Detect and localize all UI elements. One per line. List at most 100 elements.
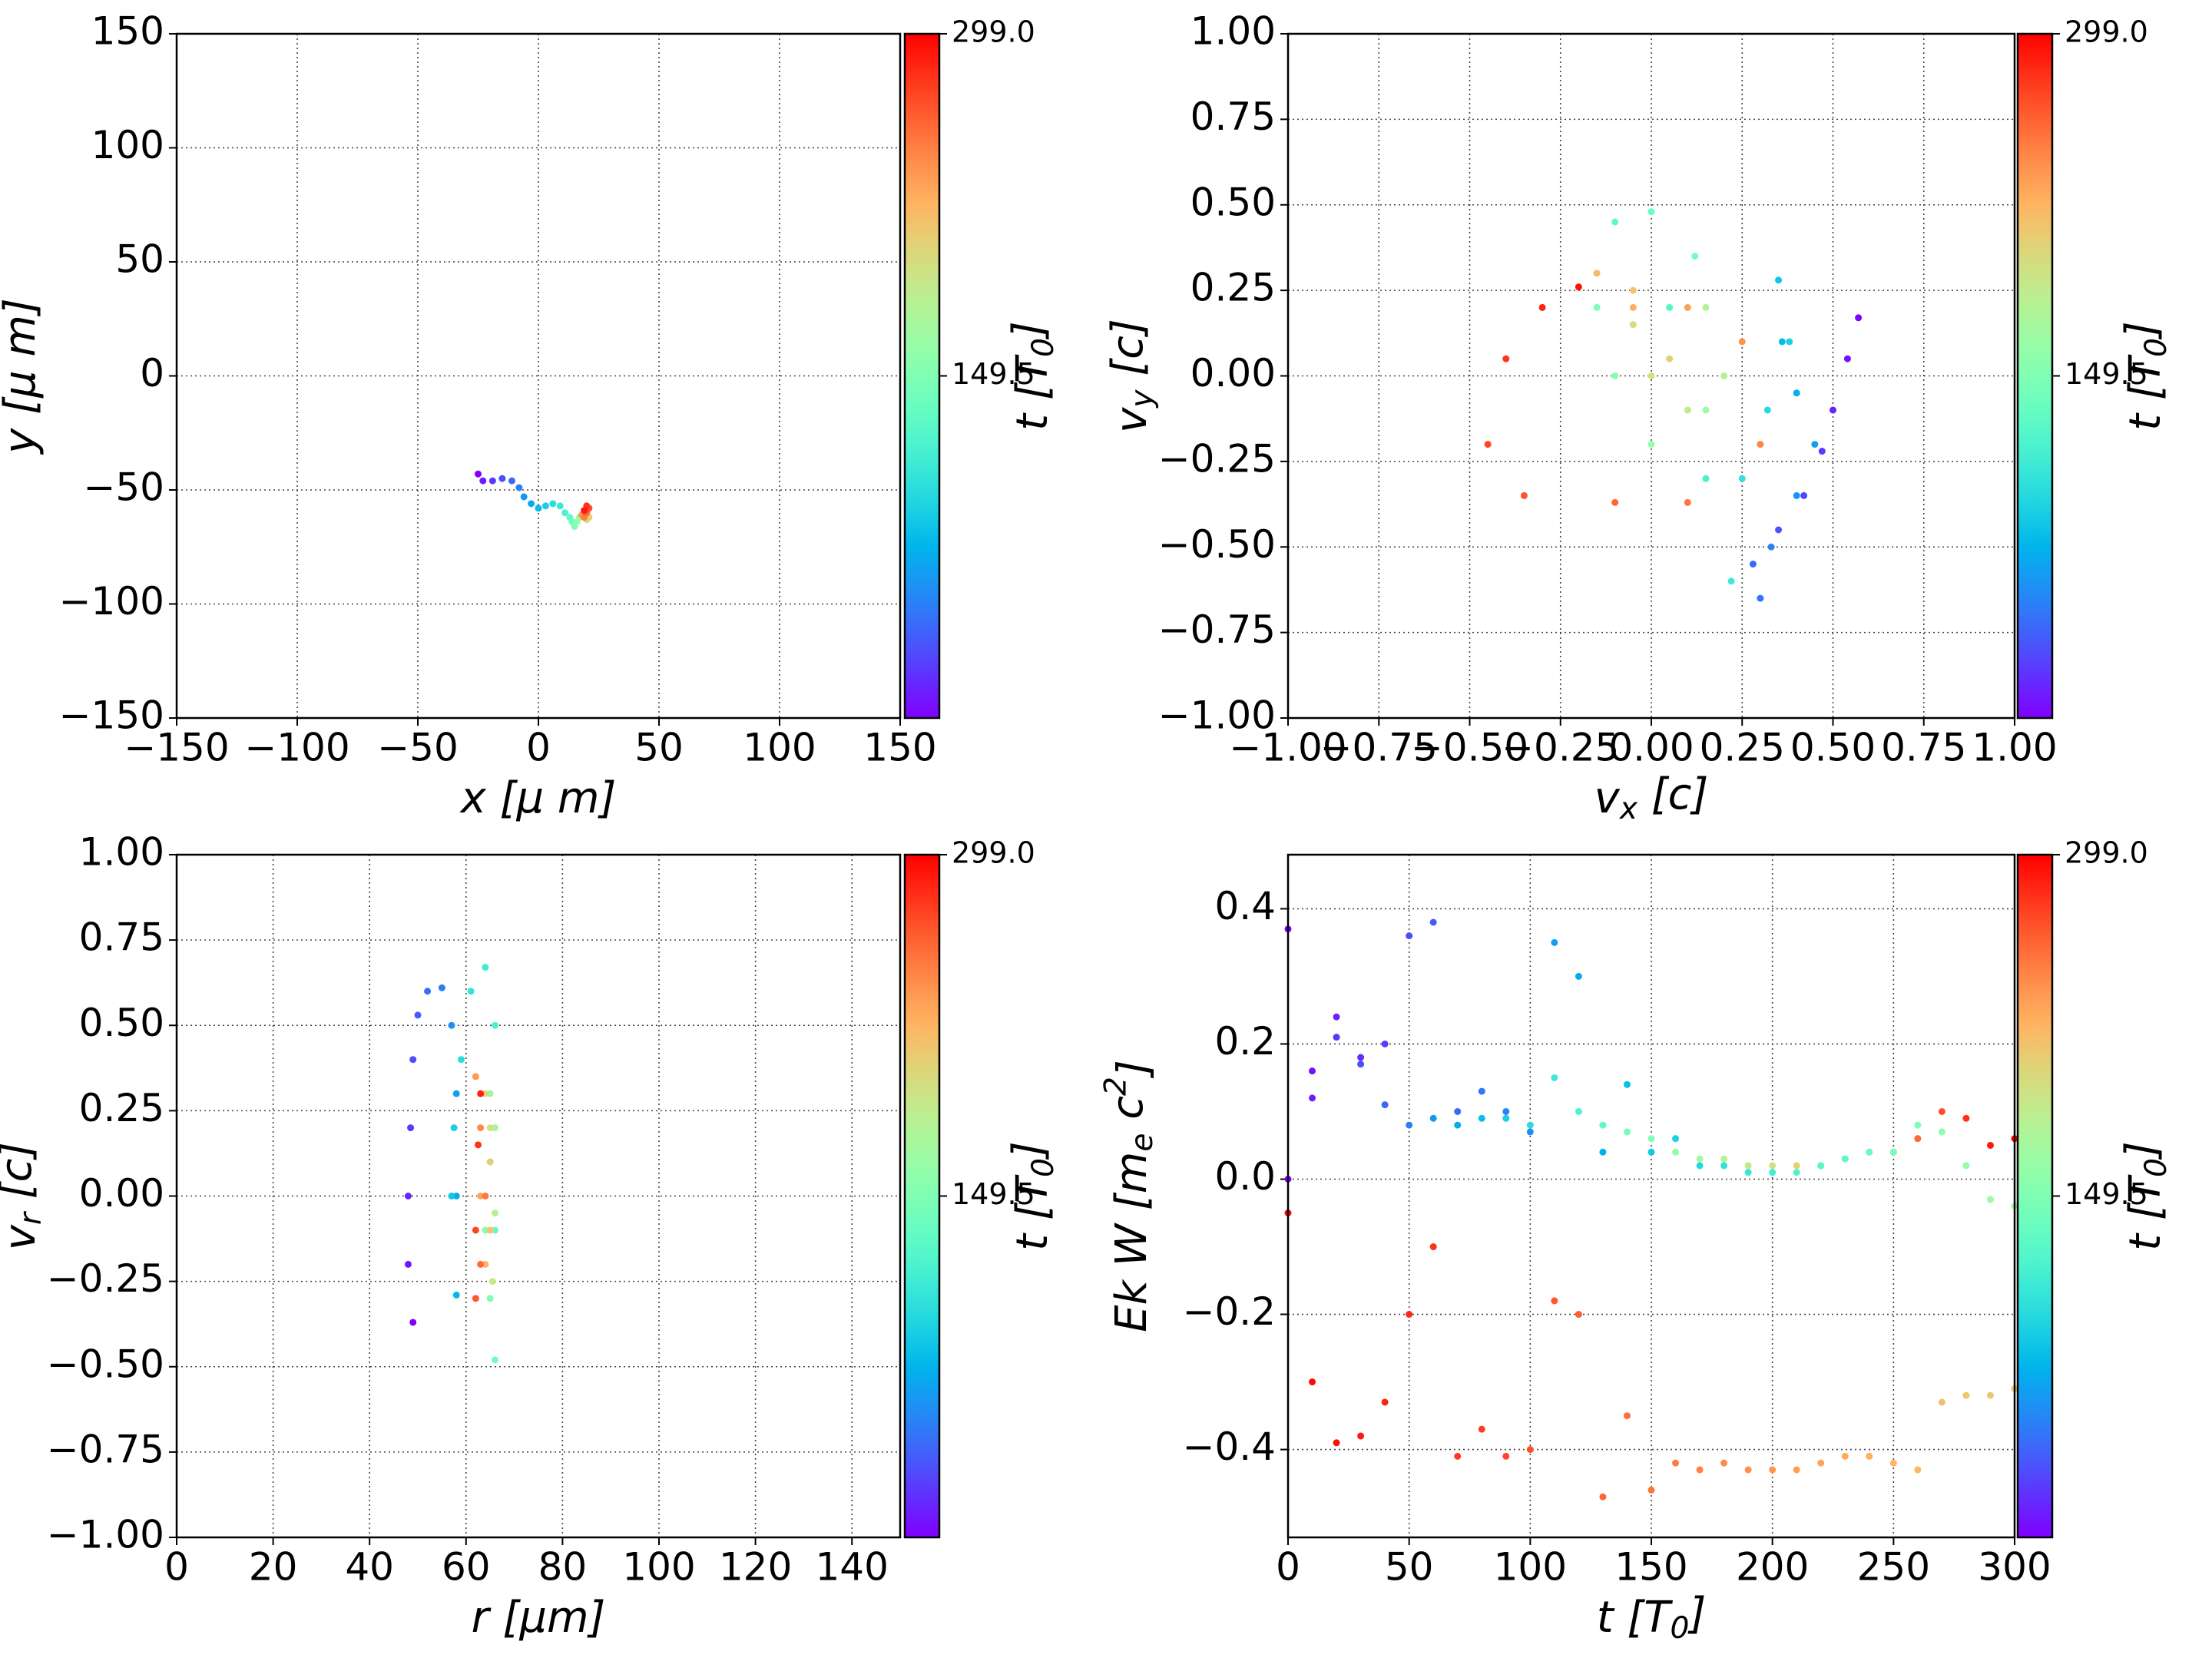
point [556, 502, 564, 510]
y-tick-label: −0.25 [47, 1256, 164, 1301]
y-tick-label: −1.00 [1158, 693, 1276, 738]
point [1593, 270, 1601, 277]
point [1520, 491, 1528, 499]
point [1551, 1297, 1558, 1305]
point [1623, 1128, 1631, 1136]
point [535, 505, 542, 512]
y-tick-label: 0.50 [79, 1001, 164, 1045]
point [1757, 594, 1764, 602]
colorbar-label: t [T0​] [1004, 321, 1060, 431]
point [486, 1090, 494, 1097]
point [1429, 918, 1437, 926]
point [1357, 1054, 1365, 1061]
point [1727, 577, 1735, 585]
x-tick-label: 250 [1857, 1545, 1930, 1590]
point [1769, 1162, 1777, 1170]
point [1889, 1459, 1897, 1467]
point [508, 477, 515, 485]
point [477, 1193, 485, 1199]
point [467, 988, 475, 995]
y-tick-label: 150 [91, 9, 164, 54]
point [1575, 283, 1582, 291]
point [1786, 338, 1793, 346]
point [1744, 1466, 1752, 1474]
point [1454, 1121, 1462, 1129]
point [1684, 498, 1691, 506]
y-tick-label: 0.50 [1190, 180, 1276, 224]
y-tick-label: 100 [91, 123, 164, 167]
point [479, 477, 487, 485]
point [1720, 372, 1728, 379]
y-tick-label: 1.00 [79, 830, 164, 875]
point [498, 475, 506, 482]
point [1702, 475, 1710, 482]
point [1793, 389, 1800, 397]
point [581, 507, 588, 515]
point [561, 509, 569, 517]
point [491, 1226, 498, 1234]
point [1333, 1034, 1340, 1041]
point [1793, 1169, 1800, 1176]
colorbar [2016, 32, 2054, 720]
point [1357, 1432, 1365, 1440]
y-tick-label: −0.75 [1158, 607, 1276, 652]
point [1429, 1243, 1437, 1251]
x-tick-label: −0.25 [1502, 726, 1619, 770]
x-tick-label: 0.25 [1700, 726, 1785, 770]
x-tick-label: 0.00 [1608, 726, 1694, 770]
point [1749, 561, 1757, 568]
x-axis-label: x [μ m] [459, 773, 617, 823]
point [1817, 1459, 1825, 1467]
plot-frame [1286, 32, 2016, 720]
point [1551, 938, 1558, 946]
point [472, 1073, 479, 1080]
point [424, 988, 432, 995]
point [1672, 1148, 1680, 1156]
x-tick-label: 50 [634, 726, 684, 770]
point [475, 470, 482, 478]
x-tick-label: −1.00 [1229, 726, 1346, 770]
point [1666, 303, 1674, 311]
x-tick-label: 140 [815, 1545, 888, 1590]
point [1744, 1162, 1752, 1170]
point [1793, 1162, 1800, 1170]
y-tick-label: 1.00 [1190, 9, 1276, 54]
point [450, 1124, 458, 1132]
colorbar [903, 32, 941, 720]
point [1914, 1466, 1922, 1474]
point [1333, 1439, 1340, 1447]
point [1843, 355, 1851, 362]
colorbar-tick-label: 299.0 [2065, 836, 2148, 870]
point [1986, 1196, 1994, 1203]
colorbar-tick-label: 149.5 [952, 357, 1035, 391]
x-tick-label: 100 [622, 1545, 695, 1590]
x-axis-label: t [T0​] [1597, 1589, 1707, 1645]
point [452, 1090, 460, 1097]
point [1684, 406, 1691, 414]
point [1720, 1459, 1728, 1467]
plot-frame [175, 853, 902, 1539]
point [1406, 1311, 1413, 1319]
point [477, 1124, 485, 1132]
colorbar-label: t [T0​] [1004, 1141, 1060, 1251]
point [486, 1158, 494, 1166]
colorbar [903, 853, 941, 1539]
point [549, 500, 557, 508]
point [1775, 276, 1783, 284]
point [1866, 1452, 1873, 1460]
point [1672, 1459, 1680, 1467]
point [452, 1193, 460, 1199]
y-tick-label: 0 [140, 351, 164, 395]
point [1526, 1446, 1534, 1454]
point [1502, 1452, 1510, 1460]
point [409, 1056, 417, 1064]
point [448, 1021, 455, 1029]
point [1738, 338, 1746, 346]
point [1757, 441, 1764, 448]
x-tick-label: 300 [1978, 1545, 2051, 1590]
point [1769, 1466, 1777, 1474]
point [1309, 1378, 1316, 1386]
point [1914, 1121, 1922, 1129]
point [1702, 406, 1710, 414]
